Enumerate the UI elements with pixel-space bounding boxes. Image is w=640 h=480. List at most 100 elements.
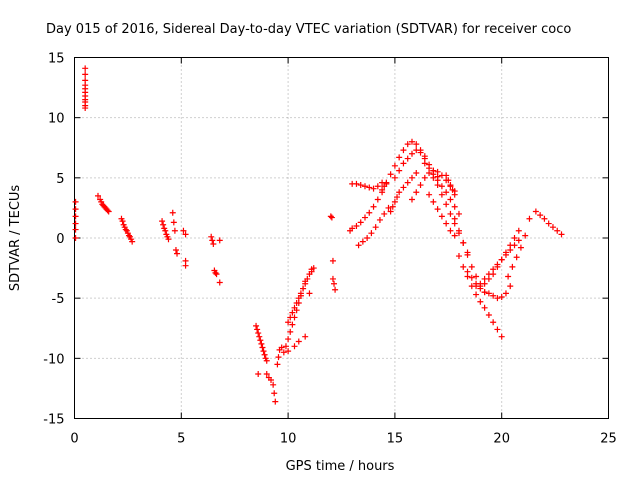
- data-point: [293, 299, 300, 306]
- data-point: [260, 348, 267, 355]
- data-point: [212, 269, 219, 276]
- data-point: [308, 268, 315, 275]
- data-point: [451, 203, 458, 210]
- data-point: [391, 198, 398, 205]
- data-point: [271, 390, 278, 397]
- data-point: [413, 147, 420, 154]
- data-point: [285, 348, 292, 355]
- data-point: [434, 182, 441, 189]
- x-axis-label: GPS time / hours: [286, 459, 395, 474]
- data-point: [291, 304, 298, 311]
- x-tick-label: 0: [70, 432, 78, 447]
- y-tick-label: 15: [48, 52, 65, 67]
- data-point: [295, 295, 302, 302]
- data-point: [72, 213, 79, 220]
- series-arc-16: [408, 167, 458, 203]
- data-point: [216, 279, 223, 286]
- data-point: [255, 370, 262, 377]
- data-point: [451, 232, 458, 239]
- data-point: [270, 381, 277, 388]
- data-point: [125, 232, 132, 239]
- data-point: [494, 326, 501, 333]
- data-point: [477, 298, 484, 305]
- data-point: [165, 236, 172, 243]
- data-point: [464, 251, 471, 258]
- data-point: [473, 283, 480, 290]
- data-point: [445, 177, 452, 184]
- data-point: [376, 216, 383, 223]
- data-point: [216, 237, 223, 244]
- data-point: [289, 309, 296, 316]
- series-arc-6.5: [208, 233, 223, 286]
- data-point: [426, 191, 433, 198]
- data-point: [502, 290, 509, 297]
- series-arc-10.5: [285, 266, 315, 326]
- data-point: [297, 290, 304, 297]
- x-tick-label: 25: [600, 432, 617, 447]
- data-point: [502, 249, 509, 256]
- data-point: [263, 357, 270, 364]
- series-arc-21: [505, 215, 533, 280]
- data-point: [447, 182, 454, 189]
- data-point: [391, 162, 398, 169]
- data-point: [359, 238, 366, 245]
- series-arc-20b: [481, 227, 522, 287]
- data-point: [438, 183, 445, 190]
- data-point: [455, 253, 462, 260]
- series-arc-17c: [443, 172, 458, 198]
- data-point: [511, 235, 518, 241]
- series-arc-17b: [426, 191, 458, 239]
- data-point: [387, 171, 394, 178]
- x-tick-label: 5: [177, 432, 185, 447]
- data-point: [306, 290, 313, 297]
- data-point: [387, 208, 394, 215]
- data-point: [426, 165, 433, 172]
- data-point: [449, 186, 456, 193]
- data-point: [434, 168, 441, 175]
- data-point: [300, 285, 307, 292]
- data-point: [370, 185, 377, 192]
- data-point: [368, 230, 375, 237]
- data-point: [208, 233, 215, 240]
- data-point: [490, 271, 497, 278]
- series-arc-13b: [349, 179, 390, 192]
- data-point: [332, 286, 339, 293]
- data-point: [532, 208, 539, 215]
- y-tick-label: 0: [56, 232, 64, 247]
- data-point: [289, 321, 296, 328]
- data-point: [522, 232, 529, 239]
- data-point: [119, 218, 126, 225]
- data-point: [104, 207, 111, 214]
- data-point: [413, 141, 420, 148]
- data-point: [182, 231, 189, 238]
- data-point: [278, 344, 285, 351]
- y-tick-label: 5: [56, 172, 64, 187]
- data-point: [541, 215, 548, 222]
- series-arc-8.8: [253, 322, 270, 377]
- y-tick-label: -5: [52, 292, 65, 307]
- series-arc-13c: [355, 204, 392, 249]
- data-point: [558, 231, 565, 238]
- y-axis-label: SDTVAR / TECUs: [8, 185, 23, 292]
- data-point: [274, 361, 281, 368]
- data-point: [162, 227, 169, 234]
- data-point: [259, 344, 266, 351]
- data-point: [261, 351, 268, 358]
- data-point: [408, 138, 415, 145]
- data-point: [170, 219, 177, 226]
- data-point: [213, 271, 220, 278]
- y-tick-label: 10: [48, 112, 65, 127]
- data-point: [408, 150, 415, 157]
- data-point: [507, 283, 514, 290]
- series-arc-18: [451, 215, 488, 296]
- data-point: [353, 222, 360, 229]
- data-point: [171, 227, 178, 234]
- series-arc-1.3: [94, 192, 112, 215]
- data-point: [180, 227, 187, 234]
- data-point: [498, 293, 505, 300]
- data-point: [526, 215, 533, 222]
- data-point: [455, 210, 462, 217]
- data-point: [331, 280, 338, 287]
- data-point: [285, 319, 292, 326]
- series-arc-22: [532, 208, 565, 238]
